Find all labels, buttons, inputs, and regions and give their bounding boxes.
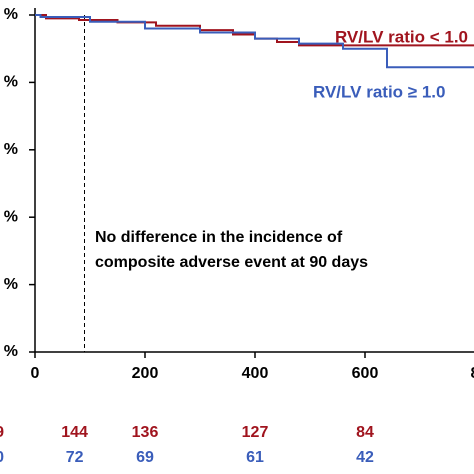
risk-count: 9 <box>0 424 4 441</box>
survival-curve <box>35 14 474 69</box>
y-tick-label: % <box>4 276 18 293</box>
risk-count: 84 <box>356 424 374 441</box>
risk-count: 144 <box>61 424 88 441</box>
x-tick-label: 200 <box>132 365 159 382</box>
risk-count: 0 <box>0 449 4 466</box>
y-tick-label: % <box>4 74 18 91</box>
annotation: composite adverse event at 90 days <box>95 254 368 271</box>
y-tick-label: % <box>4 343 18 360</box>
risk-count: 61 <box>246 449 264 466</box>
annotation: No difference in the incidence of <box>95 229 343 246</box>
risk-count: 72 <box>66 449 84 466</box>
y-tick-label: % <box>4 141 18 158</box>
x-tick-label: 0 <box>31 365 40 382</box>
y-tick-label: % <box>4 208 18 225</box>
x-tick-label: 400 <box>242 365 269 382</box>
y-tick-label: % <box>4 6 18 23</box>
risk-count: 127 <box>242 424 269 441</box>
x-tick-label: 600 <box>352 365 379 382</box>
legend-label: RV/LV ratio ≥ 1.0 <box>313 82 445 101</box>
risk-count: 136 <box>132 424 159 441</box>
risk-count: 42 <box>356 449 374 466</box>
x-tick-label: 8 <box>471 365 474 382</box>
risk-count: 69 <box>136 449 154 466</box>
legend-label: RV/LV ratio < 1.0 <box>335 27 468 46</box>
